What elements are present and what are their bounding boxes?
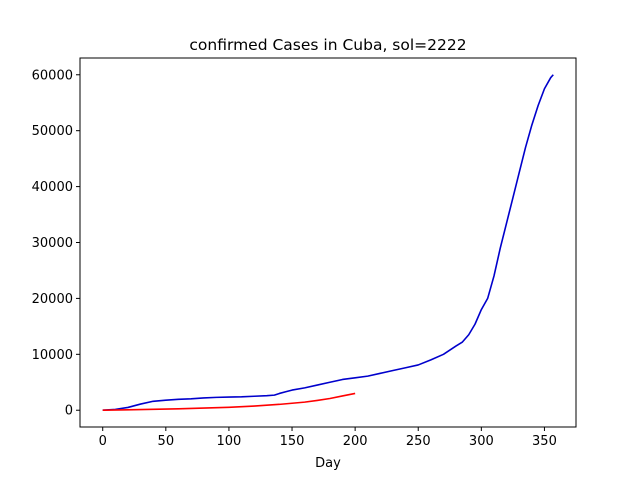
x-tick-label-3: 150	[280, 434, 305, 449]
y-axis: 0 10000 20000 30000 40000 50000 60000	[32, 68, 80, 419]
x-tick-label-5: 250	[406, 434, 431, 449]
x-tick-label-1: 50	[158, 434, 175, 449]
x-tick-label-2: 100	[217, 434, 242, 449]
x-tick-label-4: 200	[343, 434, 368, 449]
x-tick-label-7: 350	[532, 434, 557, 449]
series-line-0	[102, 74, 554, 412]
y-tick-label-2: 20000	[32, 292, 73, 307]
x-axis-label: Day	[315, 456, 341, 471]
y-tick-label-4: 40000	[32, 180, 73, 195]
y-tick-label-6: 60000	[32, 68, 73, 83]
chart-title: confirmed Cases in Cuba, sol=2222	[189, 36, 466, 54]
x-axis: 0 50 100 150 200 250 300 350	[99, 427, 557, 449]
y-tick-label-1: 10000	[32, 348, 73, 363]
y-tick-label-3: 30000	[32, 236, 73, 251]
x-tick-label-0: 0	[99, 434, 107, 449]
x-tick-label-6: 300	[469, 434, 494, 449]
y-tick-label-0: 0	[65, 404, 73, 419]
y-tick-label-5: 50000	[32, 124, 73, 139]
series-line-1	[102, 392, 356, 412]
series-layer	[102, 74, 554, 412]
